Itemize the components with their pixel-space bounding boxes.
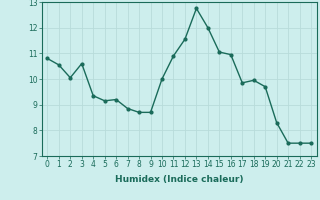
X-axis label: Humidex (Indice chaleur): Humidex (Indice chaleur) (115, 175, 244, 184)
